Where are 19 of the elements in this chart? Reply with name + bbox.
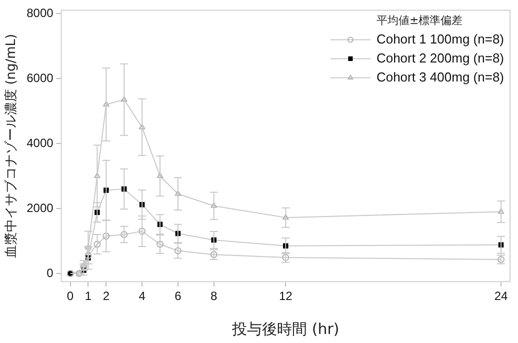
- y-tick-label: 4000: [26, 136, 54, 150]
- x-tick-label: 1: [84, 289, 92, 304]
- y-tick-label: 8000: [26, 6, 54, 20]
- y-tick-label: 2000: [26, 200, 54, 215]
- x-tick-label: 6: [174, 289, 182, 304]
- x-tick-label: 2: [102, 289, 110, 304]
- y-tick-label: 6000: [26, 70, 54, 85]
- x-tick-label: 12: [278, 289, 293, 304]
- legend-title: 平均値±標準偏差: [376, 14, 463, 28]
- x-tick-label: 0: [66, 289, 74, 304]
- y-axis-title: 血漿中イサブコナゾール濃度 (ng/mL): [3, 34, 20, 258]
- y-tick-label: 0: [46, 266, 54, 280]
- x-axis-title: 投与後時間 (hr): [231, 320, 340, 338]
- x-tick-label: 8: [210, 289, 218, 304]
- legend-label: Cohort 3 400mg (n=8): [376, 69, 504, 84]
- legend-label: Cohort 1 100mg (n=8): [376, 31, 504, 46]
- x-tick-label: 4: [138, 289, 146, 304]
- x-tick-label: 24: [494, 289, 508, 304]
- legend-label: Cohort 2 200mg (n=8): [376, 50, 504, 66]
